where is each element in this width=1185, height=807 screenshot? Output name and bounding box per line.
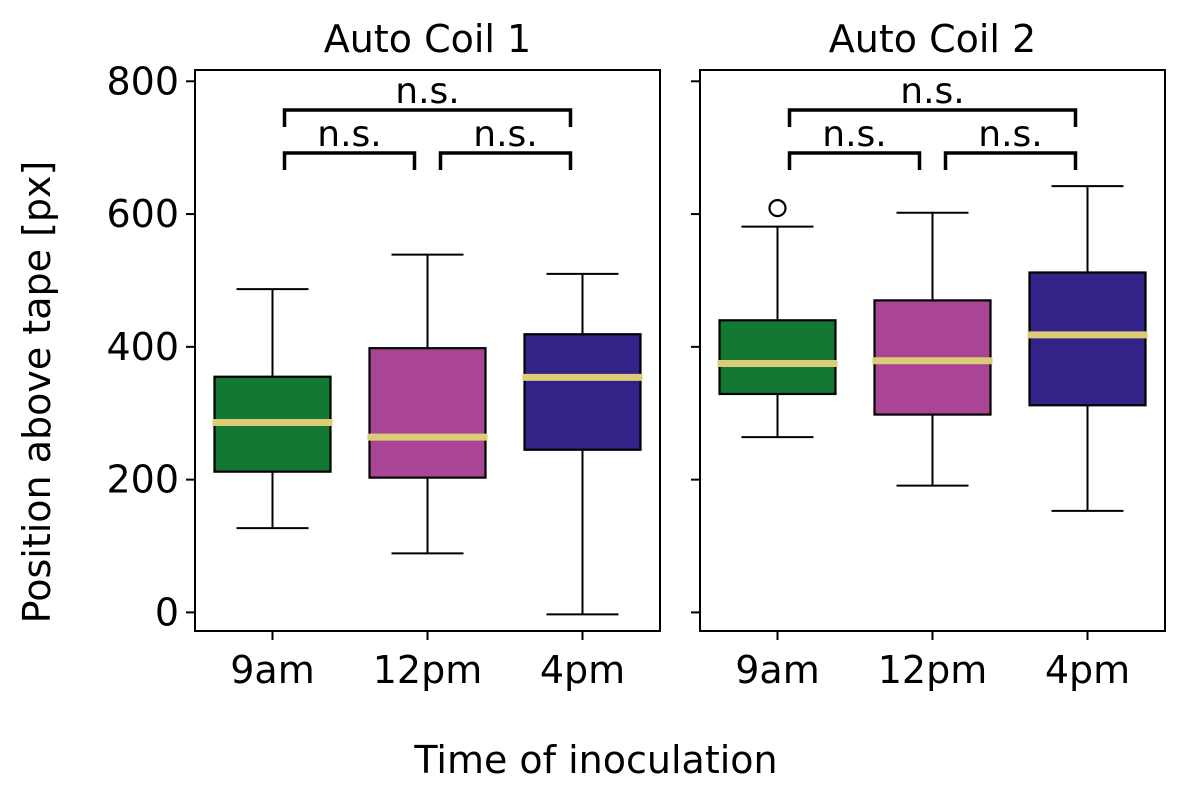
bracket-line: [282, 108, 573, 127]
significance-bracket: n.s.: [787, 71, 1078, 127]
significance-label: n.s.: [900, 71, 964, 112]
y-tick-label: 200: [106, 458, 179, 502]
x-tick-label: 9am: [735, 648, 819, 692]
x-tick-label: 12pm: [878, 648, 988, 692]
box-12pm: [367, 253, 488, 555]
bracket-line: [787, 108, 1078, 127]
bracket-line: [438, 151, 573, 170]
significance-bracket: n.s.: [787, 114, 922, 170]
box-body: [718, 319, 837, 396]
box-12pm: [872, 211, 993, 487]
panel-1: n.s. n.s. n.s. Auto Coil 1 0 200 400 600 800 9am 1…: [106, 17, 661, 692]
box-4pm: [1027, 185, 1148, 512]
box-9am: [212, 288, 333, 530]
bracket-line: [943, 151, 1078, 170]
y-tick-label: 800: [106, 59, 179, 103]
significance-bracket: n.s.: [943, 114, 1078, 170]
significance-label: n.s.: [395, 71, 459, 112]
box-body: [523, 333, 642, 451]
panel-title: Auto Coil 1: [324, 17, 531, 61]
y-tick-label: 600: [106, 192, 179, 236]
panel-title: Auto Coil 2: [829, 17, 1036, 61]
x-tick-label: 9am: [230, 648, 314, 692]
x-axis-title: Time of inoculation: [413, 738, 777, 782]
significance-label: n.s.: [317, 114, 381, 155]
significance-bracket: n.s.: [282, 71, 573, 127]
significance-label: n.s.: [978, 114, 1042, 155]
y-tick-label: 400: [106, 325, 179, 369]
bracket-line: [787, 151, 922, 170]
significance-bracket: n.s.: [438, 114, 573, 170]
significance-label: n.s.: [822, 114, 886, 155]
x-tick-label: 4pm: [540, 648, 625, 692]
x-tick-label: 12pm: [373, 648, 483, 692]
box-body: [368, 347, 487, 479]
box-4pm: [522, 272, 643, 616]
y-axis-title: Position above tape [px]: [15, 161, 59, 624]
outlier-point: [768, 198, 787, 218]
significance-bracket: n.s.: [282, 114, 417, 170]
significance-label: n.s.: [473, 114, 537, 155]
box-9am: [717, 198, 838, 439]
bracket-line: [282, 151, 417, 170]
panel-2: n.s. n.s. n.s. Auto Coil 2 9am 12pm 4pm: [691, 17, 1166, 692]
box-body: [1028, 271, 1147, 407]
x-tick-label: 4pm: [1045, 648, 1130, 692]
y-tick-label: 0: [155, 590, 179, 634]
